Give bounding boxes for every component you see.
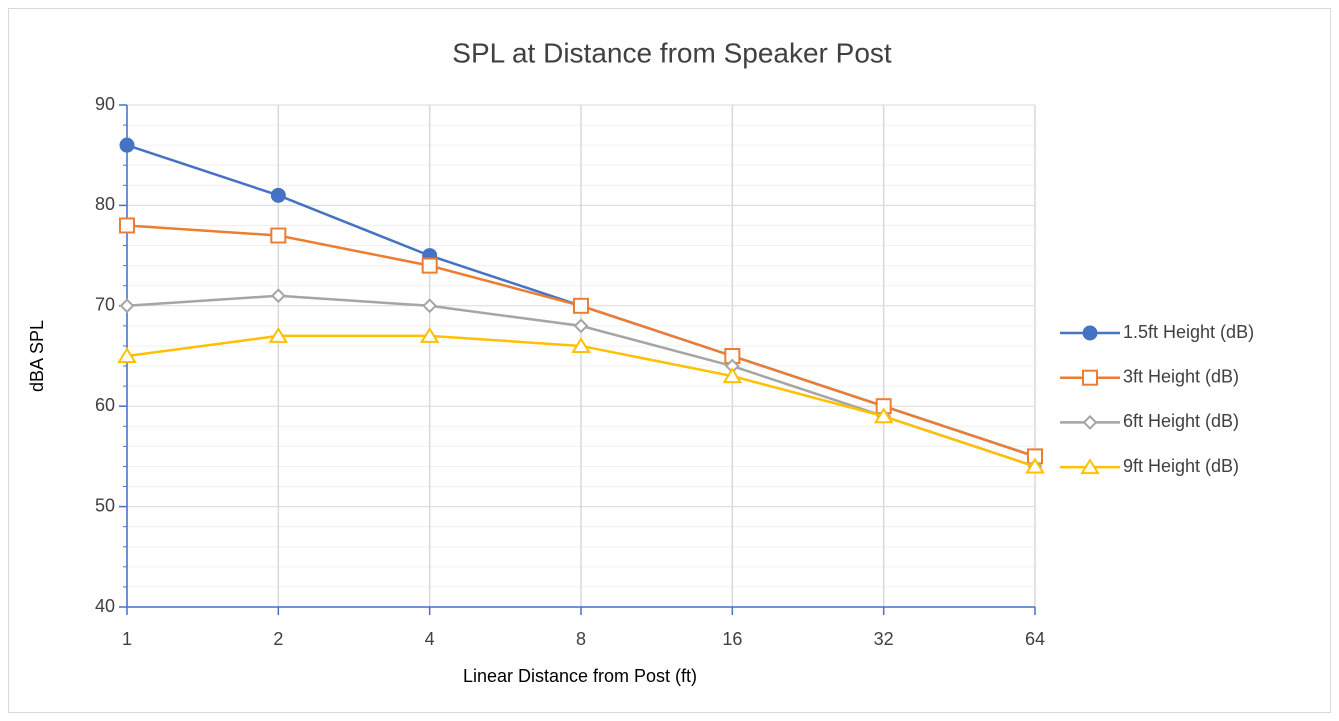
data-point xyxy=(268,327,289,343)
legend-label: 3ft Height (dB) xyxy=(1123,366,1239,386)
data-point xyxy=(117,347,137,363)
x-axis-label: Linear Distance from Post (ft) xyxy=(463,666,697,686)
x-tick-label: 16 xyxy=(722,629,742,649)
data-point xyxy=(422,298,438,314)
data-point xyxy=(119,137,135,153)
data-point xyxy=(421,257,438,274)
data-point xyxy=(270,288,286,304)
data-point xyxy=(573,318,589,334)
data-point xyxy=(722,367,743,384)
y-tick-label: 60 xyxy=(95,395,115,415)
data-point xyxy=(1025,457,1045,474)
data-point xyxy=(119,298,135,314)
legend-marker xyxy=(1082,369,1098,386)
legend-label: 6ft Height (dB) xyxy=(1123,411,1239,431)
x-tick-label: 8 xyxy=(576,629,586,649)
legend-marker xyxy=(1082,414,1098,430)
legend-marker xyxy=(1082,325,1098,341)
y-tick-label: 40 xyxy=(95,596,115,616)
y-tick-label: 50 xyxy=(95,495,115,515)
legend-marker xyxy=(1080,458,1100,475)
data-point xyxy=(270,227,287,244)
y-axis-label: dBA SPL xyxy=(27,320,47,392)
data-point xyxy=(270,187,286,203)
y-tick-label: 80 xyxy=(95,194,115,214)
legend-label: 9ft Height (dB) xyxy=(1123,456,1239,476)
x-tick-label: 4 xyxy=(425,629,435,649)
y-tick-label: 70 xyxy=(95,295,115,315)
legend-label: 1.5ft Height (dB) xyxy=(1123,322,1254,342)
chart-title: SPL at Distance from Speaker Post xyxy=(452,37,892,68)
data-point xyxy=(419,327,440,343)
data-point xyxy=(571,337,591,353)
data-point xyxy=(119,217,135,234)
x-tick-label: 1 xyxy=(122,629,132,649)
x-tick-label: 2 xyxy=(273,629,283,649)
data-point xyxy=(573,297,589,314)
x-tick-label: 64 xyxy=(1025,629,1045,649)
chart-border xyxy=(8,8,1331,713)
y-tick-label: 90 xyxy=(95,94,115,114)
data-point xyxy=(873,407,894,424)
x-tick-label: 32 xyxy=(874,629,894,649)
